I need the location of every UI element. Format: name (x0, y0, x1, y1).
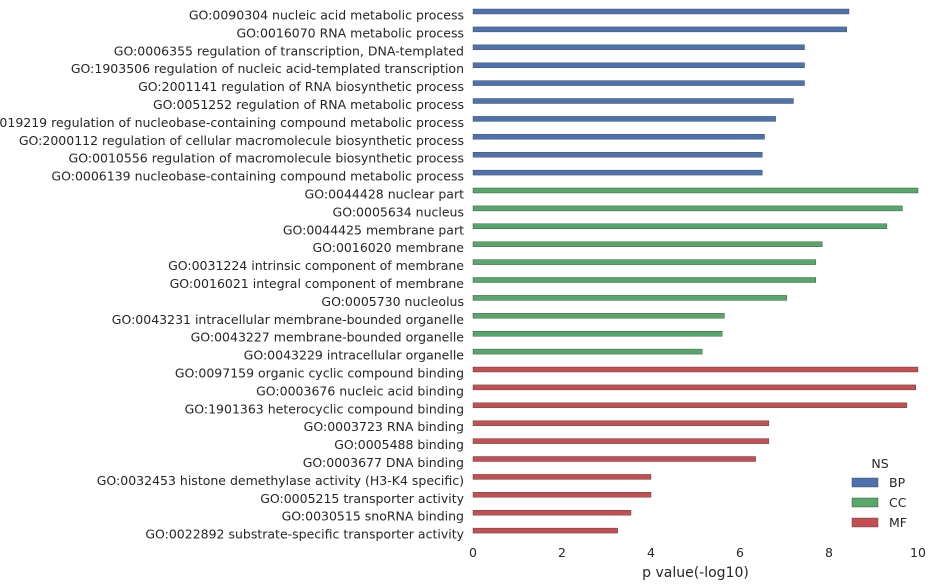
bar-mf (472, 510, 632, 516)
x-axis: 0 2 4 6 8 10 (469, 545, 926, 560)
bars-layer (472, 8, 919, 534)
x-tick-label: 4 (647, 545, 655, 560)
category-label: GO:2001141 regulation of RNA biosyntheti… (138, 79, 464, 94)
x-tick-label: 0 (469, 545, 477, 560)
category-label: GO:0022892 substrate-specific transporte… (145, 527, 464, 542)
category-label: GO:0005730 nucleolus (321, 294, 464, 309)
bar-cc (472, 205, 903, 212)
category-label: GO:1901363 heterocyclic compound binding (185, 401, 464, 416)
category-label: GO:0019219 regulation of nucleobase-cont… (0, 115, 464, 130)
bar-mf (472, 438, 770, 444)
legend-label-mf: MF (889, 515, 907, 530)
bar-bp (472, 169, 763, 176)
category-label: GO:0043229 intracellular organelle (244, 348, 465, 363)
bar-mf (472, 474, 652, 480)
category-label: GO:0006139 nucleobase-containing compoun… (51, 169, 464, 184)
category-label: GO:0016070 RNA metabolic process (236, 25, 464, 40)
x-tick-label: 6 (736, 545, 744, 560)
bar-mf (472, 420, 770, 426)
category-label: GO:0016020 membrane (312, 240, 464, 255)
bar-cc (472, 187, 919, 194)
bar-cc (472, 295, 787, 301)
category-label: GO:0010556 regulation of macromolecule b… (69, 151, 464, 166)
category-label: GO:0044425 membrane part (283, 222, 464, 237)
bar-mf (472, 492, 652, 498)
bar-cc (472, 348, 703, 355)
category-label: GO:0090304 nucleic acid metabolic proces… (189, 8, 464, 23)
bar-cc (472, 241, 823, 247)
bar-cc (472, 277, 816, 283)
category-labels: GO:0090304 nucleic acid metabolic proces… (0, 8, 465, 542)
legend-swatch-mf (851, 517, 879, 528)
category-label: GO:0097159 organic cyclic compound bindi… (175, 366, 464, 381)
legend-label-bp: BP (889, 475, 906, 490)
category-label: GO:0043231 intracellular membrane-bounde… (112, 312, 465, 327)
x-tick-label: 10 (910, 545, 926, 560)
bar-mf (472, 527, 618, 534)
category-label: GO:0003723 RNA binding (304, 419, 464, 434)
category-label: GO:0016021 integral component of membran… (170, 276, 465, 291)
category-label: GO:0051252 regulation of RNA metabolic p… (153, 97, 464, 112)
category-label: GO:0032453 histone demethylase activity … (97, 473, 464, 488)
bar-cc (472, 313, 725, 319)
bar-cc (472, 331, 723, 337)
bar-mf (472, 402, 908, 408)
bar-bp (472, 116, 776, 122)
category-label: GO:0003676 nucleic acid binding (256, 383, 464, 398)
bar-bp (472, 62, 805, 68)
x-tick-label: 2 (558, 545, 566, 560)
bar-bp (472, 80, 805, 86)
bar-cc (472, 223, 888, 230)
bar-cc (472, 259, 816, 265)
bar-bp (472, 98, 794, 104)
category-label: GO:2000112 regulation of cellular macrom… (19, 133, 464, 148)
category-label: GO:0005215 transporter activity (260, 491, 464, 506)
bar-bp (472, 8, 850, 15)
category-label: GO:0005488 binding (334, 437, 464, 452)
category-label: GO:0030515 snoRNA binding (282, 509, 464, 524)
bar-bp (472, 26, 847, 33)
legend-title: NS (871, 456, 888, 471)
legend-label-cc: CC (889, 495, 907, 510)
bar-bp (472, 151, 763, 158)
category-label: GO:0044428 nuclear part (305, 187, 465, 202)
category-label: GO:0005634 nucleus (333, 204, 464, 219)
x-tick-label: 8 (825, 545, 833, 560)
legend-swatch-cc (851, 497, 879, 508)
category-label: GO:0043227 membrane-bounded organelle (191, 330, 465, 345)
bar-mf (472, 384, 916, 391)
bar-mf (472, 456, 756, 462)
bar-bp (472, 134, 765, 140)
category-label: GO:0031224 intrinsic component of membra… (168, 258, 464, 273)
x-axis-label: p value(-log10) (642, 565, 749, 581)
category-label: GO:1903506 regulation of nucleic acid-te… (71, 61, 464, 76)
category-label: GO:0003677 DNA binding (303, 455, 464, 470)
bar-bp (472, 44, 805, 50)
category-label: GO:0006355 regulation of transcription, … (114, 43, 464, 58)
legend-swatch-bp (851, 477, 879, 488)
bar-mf (472, 366, 919, 373)
